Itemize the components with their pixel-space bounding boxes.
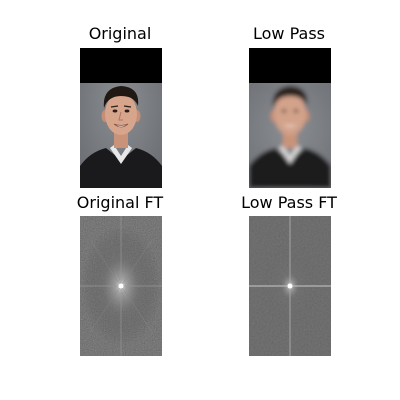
low-pass-ft-image — [249, 216, 331, 356]
title-low-pass-ft: Low Pass FT — [241, 193, 337, 212]
original-image — [80, 48, 162, 188]
title-original: Original — [88, 24, 152, 43]
original-ft-image — [80, 216, 162, 356]
title-low-pass: Low Pass — [253, 24, 325, 43]
title-original-ft: Original FT — [76, 193, 164, 212]
low-pass-image — [249, 48, 331, 188]
